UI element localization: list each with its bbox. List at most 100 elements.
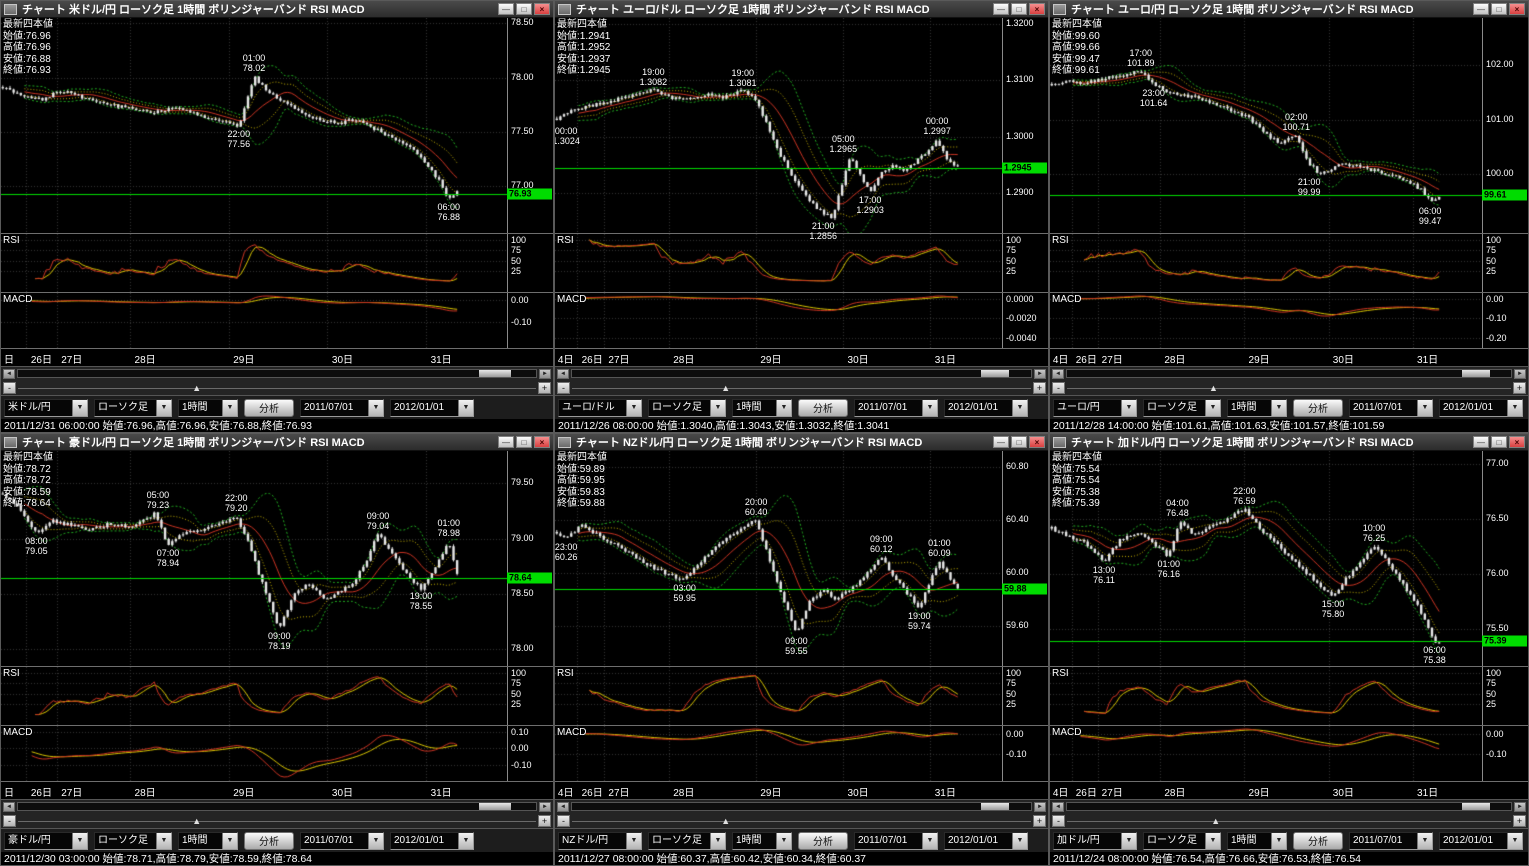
chevron-down-icon[interactable]: ▼ [1417, 832, 1432, 849]
close-button[interactable]: × [1029, 436, 1045, 448]
chevron-down-icon[interactable]: ▼ [222, 399, 237, 416]
scrollbar-thumb[interactable] [980, 370, 1009, 377]
chevron-down-icon[interactable]: ▼ [1121, 832, 1136, 849]
date-to-select[interactable]: 2012/01/01 ▼ [1439, 398, 1523, 417]
scrollbar-thumb[interactable] [479, 803, 512, 810]
maximize-button[interactable]: □ [516, 3, 532, 15]
interval-select[interactable]: 1時間 ▼ [178, 398, 238, 417]
macd-canvas[interactable] [555, 293, 1002, 348]
zoom-out-button[interactable]: - [1052, 381, 1065, 394]
chevron-down-icon[interactable]: ▼ [922, 399, 937, 416]
maximize-button[interactable]: □ [1011, 436, 1027, 448]
date-to-select[interactable]: 2012/01/01 ▼ [944, 398, 1028, 417]
scrollbar-track[interactable] [17, 802, 537, 811]
scroll-left-button[interactable]: ◄ [1052, 368, 1064, 379]
price-chart-canvas[interactable] [1, 18, 507, 233]
analyze-button[interactable]: 分析 [244, 398, 294, 417]
zoom-slider-thumb[interactable]: ▲ [192, 382, 202, 393]
chevron-down-icon[interactable]: ▼ [1205, 399, 1220, 416]
scroll-left-button[interactable]: ◄ [557, 368, 569, 379]
chevron-down-icon[interactable]: ▼ [1417, 399, 1432, 416]
chevron-down-icon[interactable]: ▼ [776, 399, 791, 416]
zoom-in-button[interactable]: + [1033, 381, 1046, 394]
zoom-out-button[interactable]: - [3, 814, 16, 827]
date-to-select[interactable]: 2012/01/01 ▼ [944, 831, 1028, 850]
macd-canvas[interactable] [1, 726, 507, 781]
title-bar[interactable]: チャート 米ドル/円 ローソク足 1時間 ボリンジャーバンド RSI MACD … [1, 1, 553, 18]
scrollbar-track[interactable] [1066, 802, 1512, 811]
close-button[interactable]: × [1509, 436, 1525, 448]
minimize-button[interactable]: — [1473, 3, 1489, 15]
price-chart-canvas[interactable] [1, 451, 507, 666]
chevron-down-icon[interactable]: ▼ [72, 399, 87, 416]
analyze-button[interactable]: 分析 [798, 831, 848, 850]
maximize-button[interactable]: □ [516, 436, 532, 448]
chevron-down-icon[interactable]: ▼ [156, 832, 171, 849]
zoom-slider-thumb[interactable]: ▲ [721, 815, 731, 826]
date-from-select[interactable]: 2011/07/01 ▼ [854, 831, 938, 850]
rsi-canvas[interactable] [1050, 667, 1482, 725]
chevron-down-icon[interactable]: ▼ [458, 399, 473, 416]
zoom-slider-track[interactable]: ▲ [1067, 382, 1511, 394]
chart-type-select[interactable]: ローソク足 ▼ [94, 831, 172, 850]
date-from-select[interactable]: 2011/07/01 ▼ [1349, 831, 1433, 850]
chart-type-select[interactable]: ローソク足 ▼ [648, 831, 726, 850]
chevron-down-icon[interactable]: ▼ [1012, 399, 1027, 416]
rsi-canvas[interactable] [1, 234, 507, 292]
price-chart-canvas[interactable] [1050, 18, 1482, 233]
zoom-slider-track[interactable]: ▲ [572, 815, 1031, 827]
chevron-down-icon[interactable]: ▼ [156, 399, 171, 416]
minimize-button[interactable]: — [1473, 436, 1489, 448]
date-to-select[interactable]: 2012/01/01 ▼ [1439, 831, 1523, 850]
chevron-down-icon[interactable]: ▼ [710, 832, 725, 849]
scrollbar-thumb[interactable] [1462, 803, 1490, 810]
macd-canvas[interactable] [1050, 726, 1482, 781]
chevron-down-icon[interactable]: ▼ [776, 832, 791, 849]
rsi-canvas[interactable] [555, 667, 1002, 725]
price-chart-canvas[interactable] [555, 18, 1002, 233]
scroll-right-button[interactable]: ► [1034, 801, 1046, 812]
date-from-select[interactable]: 2011/07/01 ▼ [854, 398, 938, 417]
chart-type-select[interactable]: ローソク足 ▼ [1143, 831, 1221, 850]
zoom-slider-track[interactable]: ▲ [18, 382, 536, 394]
date-to-select[interactable]: 2012/01/01 ▼ [390, 831, 474, 850]
zoom-in-button[interactable]: + [538, 814, 551, 827]
chevron-down-icon[interactable]: ▼ [368, 832, 383, 849]
chart-type-select[interactable]: ローソク足 ▼ [648, 398, 726, 417]
scroll-right-button[interactable]: ► [1034, 368, 1046, 379]
chevron-down-icon[interactable]: ▼ [368, 399, 383, 416]
zoom-slider-track[interactable]: ▲ [1067, 815, 1511, 827]
chevron-down-icon[interactable]: ▼ [72, 832, 87, 849]
maximize-button[interactable]: □ [1491, 436, 1507, 448]
chevron-down-icon[interactable]: ▼ [1271, 399, 1286, 416]
zoom-in-button[interactable]: + [1033, 814, 1046, 827]
scroll-right-button[interactable]: ► [1514, 368, 1526, 379]
chevron-down-icon[interactable]: ▼ [1507, 399, 1522, 416]
chevron-down-icon[interactable]: ▼ [1121, 399, 1136, 416]
macd-canvas[interactable] [555, 726, 1002, 781]
price-chart-canvas[interactable] [555, 451, 1002, 666]
chevron-down-icon[interactable]: ▼ [1507, 832, 1522, 849]
zoom-in-button[interactable]: + [538, 381, 551, 394]
scrollbar-track[interactable] [571, 369, 1032, 378]
minimize-button[interactable]: — [498, 436, 514, 448]
interval-select[interactable]: 1時間 ▼ [178, 831, 238, 850]
pair-select[interactable]: 米ドル/円 ▼ [4, 398, 88, 417]
zoom-slider-thumb[interactable]: ▲ [192, 815, 202, 826]
chevron-down-icon[interactable]: ▼ [626, 832, 641, 849]
scroll-right-button[interactable]: ► [539, 368, 551, 379]
minimize-button[interactable]: — [498, 3, 514, 15]
scrollbar-thumb[interactable] [1462, 370, 1490, 377]
zoom-out-button[interactable]: - [557, 381, 570, 394]
chevron-down-icon[interactable]: ▼ [1271, 832, 1286, 849]
rsi-canvas[interactable] [1, 667, 507, 725]
chevron-down-icon[interactable]: ▼ [922, 832, 937, 849]
scroll-left-button[interactable]: ◄ [3, 368, 15, 379]
date-from-select[interactable]: 2011/07/01 ▼ [1349, 398, 1433, 417]
analyze-button[interactable]: 分析 [244, 831, 294, 850]
minimize-button[interactable]: — [993, 436, 1009, 448]
pair-select[interactable]: ユーロ/円 ▼ [1053, 398, 1137, 417]
date-to-select[interactable]: 2012/01/01 ▼ [390, 398, 474, 417]
zoom-slider-thumb[interactable]: ▲ [1211, 815, 1221, 826]
title-bar[interactable]: チャート NZドル/円 ローソク足 1時間 ボリンジャーバンド RSI MACD… [555, 434, 1048, 451]
